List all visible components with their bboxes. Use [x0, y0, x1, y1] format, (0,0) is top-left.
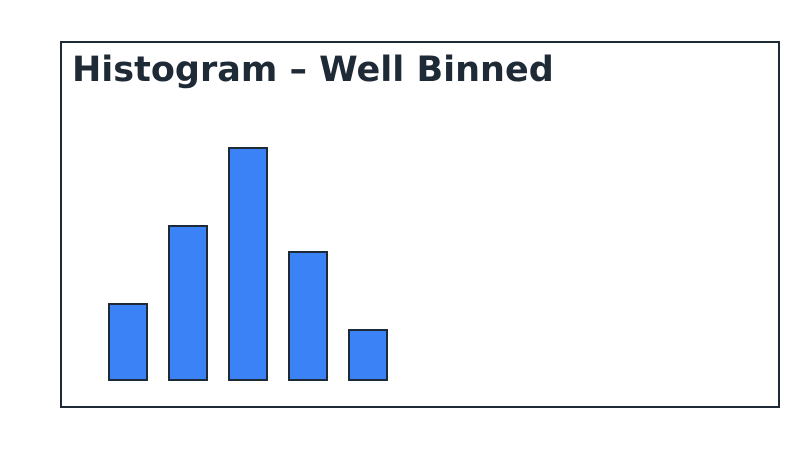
histogram-bar — [108, 302, 148, 381]
histogram-bar — [228, 146, 268, 381]
histogram-bar — [288, 250, 328, 381]
plot-area — [108, 146, 388, 381]
histogram-bar — [348, 328, 388, 381]
chart-frame: Histogram – Well Binned — [60, 41, 780, 408]
histogram-bar — [168, 224, 208, 381]
chart-title: Histogram – Well Binned — [72, 50, 554, 90]
